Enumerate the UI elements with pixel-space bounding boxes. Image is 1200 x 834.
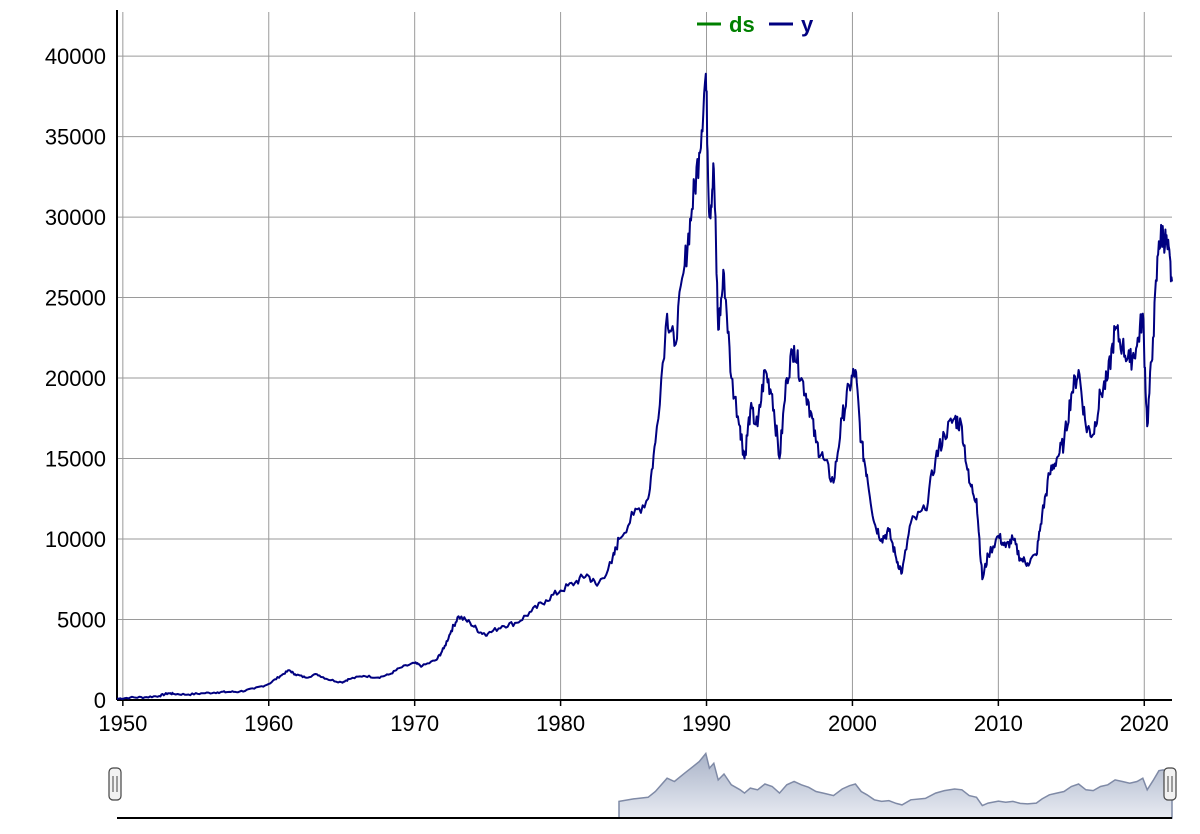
y-tick-label: 10000 <box>45 527 106 552</box>
x-tick-label: 1950 <box>98 711 147 736</box>
x-tick-label: 1990 <box>682 711 731 736</box>
y-tick-label: 40000 <box>45 44 106 69</box>
x-tick-label: 1970 <box>390 711 439 736</box>
y-tick-label: 0 <box>94 688 106 713</box>
y-tick-labels: 0 5000 10000 15000 20000 25000 30000 35000 40000 <box>45 44 106 713</box>
x-tick-labels: 1950 1960 1970 1980 1990 2000 2010 2020 <box>98 711 1168 736</box>
series-layer <box>116 72 1173 700</box>
x-tick-label: 2010 <box>974 711 1023 736</box>
y-tick-label: 20000 <box>45 366 106 391</box>
x-tick-label: 1980 <box>536 711 585 736</box>
x-tick-label: 2020 <box>1120 711 1169 736</box>
range-navigator[interactable] <box>108 751 1177 819</box>
legend-label-y: y <box>801 12 814 37</box>
series-line-y <box>116 72 1173 700</box>
x-tick-label: 2000 <box>828 711 877 736</box>
legend-label-ds: ds <box>729 12 755 37</box>
y-tick-label: 5000 <box>57 608 106 633</box>
y-tick-label: 25000 <box>45 286 106 311</box>
y-tick-label: 15000 <box>45 447 106 472</box>
navigator-left-handle[interactable] <box>108 767 122 801</box>
navigator-right-handle[interactable] <box>1163 767 1177 801</box>
x-tick-label: 1960 <box>244 711 293 736</box>
y-tick-label: 35000 <box>45 125 106 150</box>
axes <box>116 10 1172 706</box>
navigator-area <box>618 751 1173 819</box>
y-tick-label: 30000 <box>45 205 106 230</box>
grid-lines <box>117 12 1172 700</box>
legend: ds y <box>697 12 814 37</box>
